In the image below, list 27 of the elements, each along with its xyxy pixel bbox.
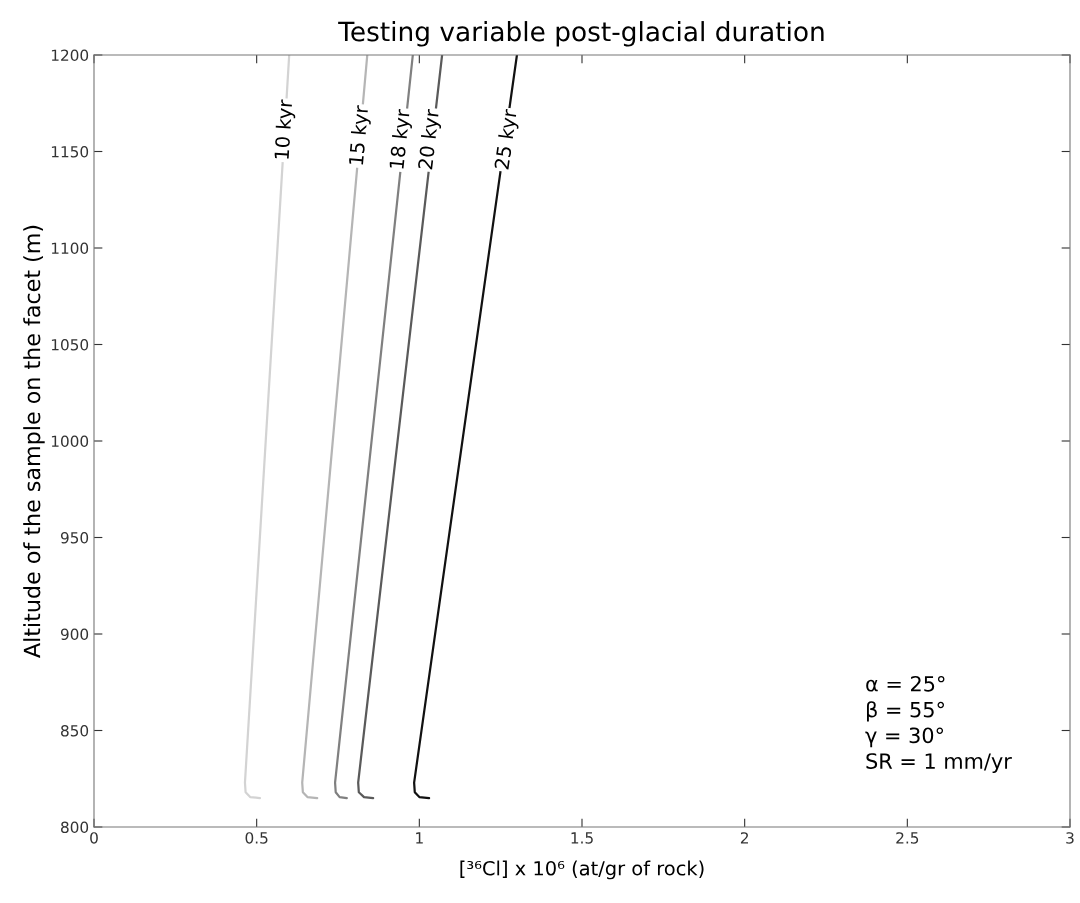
y-tick-label: 850 [61,724,89,737]
y-tick-label: 1000 [51,435,89,448]
x-tick-label: 0.5 [245,832,268,844]
x-tick-label: 0 [90,832,98,844]
x-tick-label: 2.5 [896,832,919,844]
annotation: 18 kyr [388,108,414,170]
y-tick-label: 800 [61,821,89,834]
x-tick-label: 3 [1066,832,1074,844]
y-tick-label: 900 [60,628,89,641]
y-tick-label: 1150 [51,145,89,158]
annotation: 10 kyr [273,99,297,160]
y-tick-label: 950 [60,531,89,544]
annotation: 15 kyr [348,104,373,166]
x-tick-label: 1 [416,832,423,844]
y-tick-label: 1200 [51,49,89,62]
line-series [413,55,519,800]
y-tick-label: 1050 [51,338,89,351]
line-series [301,55,369,800]
y-axis-title: Altitude of the sample on the facet (m) [23,225,45,658]
chart-title: Testing variable post-glacial duration [338,21,824,47]
annotation: α = 25° β = 55° γ = 30° SR = 1 mm/yr [865,675,1012,773]
x-axis-title: [³⁶Cl] x 10⁶ (at/gr of rock) [460,860,704,880]
y-tick-label: 1100 [51,242,89,255]
x-tick-label: 1.5 [571,832,593,844]
annotation: 20 kyr [417,108,443,170]
x-tick-label: 2 [740,832,748,844]
annotation: 25 kyr [493,108,521,171]
